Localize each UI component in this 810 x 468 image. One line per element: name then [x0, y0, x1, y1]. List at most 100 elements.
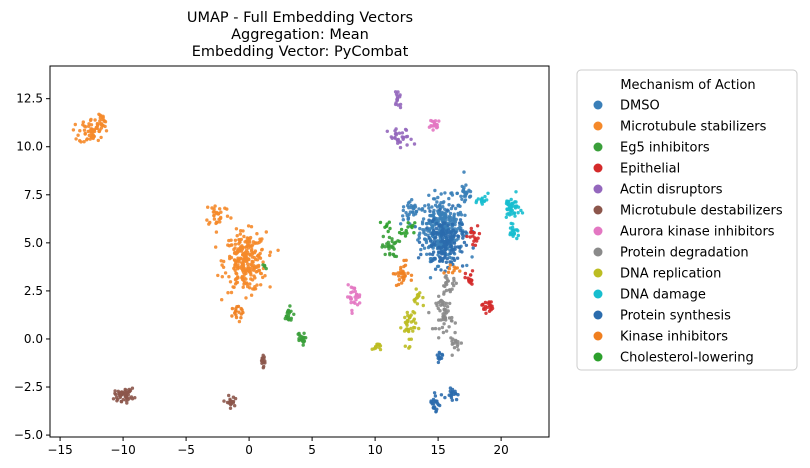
- series-dna-damage: [474, 190, 525, 241]
- data-point: [405, 310, 409, 315]
- data-point: [425, 222, 429, 226]
- data-point: [222, 259, 226, 264]
- data-point: [446, 270, 451, 274]
- data-point: [241, 310, 245, 315]
- data-point: [508, 226, 513, 230]
- data-point: [99, 135, 103, 140]
- data-point: [231, 401, 235, 405]
- data-point: [406, 217, 410, 221]
- data-point: [468, 189, 473, 194]
- legend-marker: [593, 163, 603, 173]
- data-point: [401, 208, 405, 213]
- data-point: [259, 283, 263, 287]
- data-point: [391, 252, 395, 256]
- data-point: [451, 250, 456, 255]
- data-point: [373, 346, 378, 350]
- legend-item: Microtubule stabilizers: [593, 120, 767, 135]
- data-point: [388, 253, 392, 257]
- data-point: [442, 271, 446, 275]
- data-point: [434, 235, 438, 240]
- data-point: [222, 399, 226, 403]
- legend-box: [576, 69, 798, 371]
- legend-label: Actin disruptors: [620, 183, 723, 198]
- data-point: [252, 268, 256, 272]
- data-point: [404, 128, 409, 132]
- data-point: [411, 329, 415, 333]
- data-point: [459, 213, 464, 217]
- data-point: [437, 355, 441, 359]
- data-point: [447, 325, 451, 329]
- data-point: [95, 121, 100, 126]
- data-point: [441, 211, 446, 215]
- data-point: [214, 230, 219, 234]
- data-point: [512, 232, 516, 236]
- data-point: [233, 238, 238, 242]
- data-point: [435, 399, 439, 403]
- data-point: [268, 250, 273, 254]
- data-point: [398, 95, 402, 99]
- data-point: [450, 271, 455, 275]
- legend-label: Cholesterol-lowering: [620, 351, 754, 366]
- data-point: [412, 142, 417, 146]
- data-point: [433, 326, 438, 331]
- data-point: [453, 330, 457, 335]
- data-point: [472, 231, 476, 235]
- data-point: [438, 259, 442, 263]
- data-point: [486, 191, 490, 195]
- data-point: [428, 276, 433, 280]
- data-point: [380, 245, 384, 249]
- data-point: [435, 200, 439, 204]
- data-point: [351, 286, 355, 290]
- data-point: [257, 240, 261, 245]
- data-point: [453, 321, 457, 325]
- data-point: [430, 327, 435, 331]
- data-point: [454, 392, 458, 396]
- data-point: [241, 263, 245, 268]
- data-point: [440, 236, 444, 240]
- data-point: [234, 313, 238, 317]
- data-point: [99, 126, 104, 130]
- data-point: [94, 126, 99, 130]
- data-point: [288, 304, 292, 308]
- data-point: [430, 231, 434, 236]
- data-point: [229, 255, 234, 260]
- data-point: [250, 263, 254, 267]
- data-point: [425, 226, 429, 230]
- data-point: [385, 222, 389, 226]
- data-point: [403, 344, 407, 348]
- legend-marker: [593, 352, 603, 362]
- title-line-3: Embedding Vector: PyCombat: [192, 44, 409, 60]
- data-point: [469, 281, 473, 285]
- data-point: [262, 263, 267, 268]
- data-point: [395, 97, 399, 101]
- data-point: [483, 194, 487, 199]
- data-point: [414, 321, 418, 325]
- x-tick-label: 5: [308, 443, 316, 457]
- legend-label: Microtubule stabilizers: [620, 120, 767, 135]
- x-tick-label: 10: [367, 443, 382, 457]
- data-point: [441, 218, 445, 222]
- data-point: [214, 220, 219, 224]
- data-point: [424, 238, 428, 242]
- data-point: [218, 220, 222, 224]
- data-point: [466, 276, 470, 280]
- data-point: [98, 113, 102, 117]
- data-point: [82, 140, 86, 144]
- data-point: [454, 397, 459, 402]
- data-point: [459, 341, 463, 345]
- data-point: [453, 245, 457, 249]
- legend-item: Kinase inhibitors: [593, 330, 728, 345]
- data-point: [234, 309, 238, 313]
- data-point: [397, 131, 402, 135]
- data-point: [407, 206, 411, 210]
- data-point: [449, 206, 454, 211]
- data-point: [229, 216, 233, 220]
- data-point: [390, 237, 394, 241]
- data-point: [213, 204, 217, 208]
- data-point: [101, 115, 105, 120]
- data-point: [513, 228, 517, 232]
- legend-label: Aurora kinase inhibitors: [620, 225, 775, 240]
- data-point: [412, 213, 416, 217]
- data-point: [447, 316, 452, 320]
- data-point: [438, 403, 442, 408]
